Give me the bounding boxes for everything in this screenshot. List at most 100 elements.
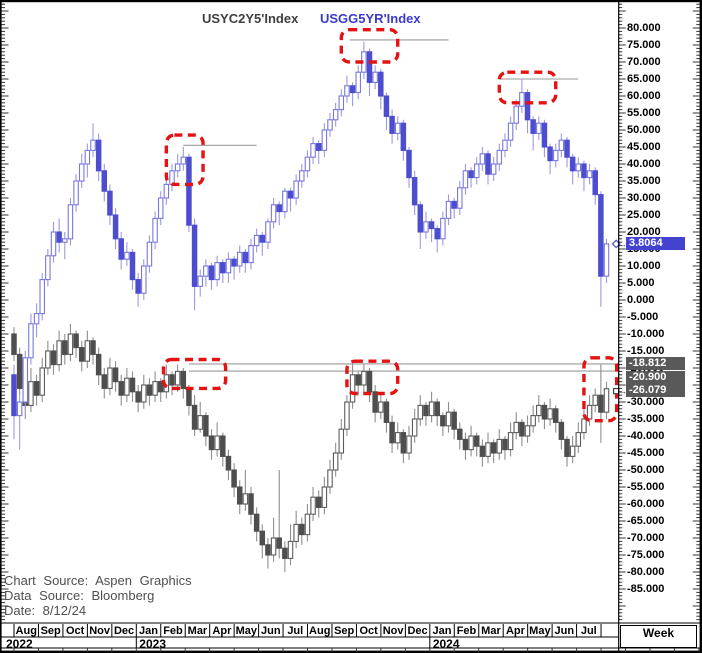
candle-up: [67, 333, 74, 355]
x-axis-month-label[interactable]: Mar: [187, 625, 208, 637]
candle-up: [496, 438, 503, 454]
candle-up: [62, 238, 68, 243]
y-axis-tick-label: -50.000: [627, 463, 665, 476]
periodicity-week-box[interactable]: Week: [620, 625, 697, 648]
candle-up: [174, 163, 181, 172]
candle-up: [468, 435, 474, 451]
candle-up: [152, 381, 158, 396]
candle-up: [242, 493, 249, 505]
annotation-highlight-box: [345, 359, 400, 396]
x-axis-month-label[interactable]: Jan: [139, 625, 158, 637]
candlestick-series-usyc2y5: [11, 323, 610, 572]
x-axis-month-label[interactable]: Sep: [334, 625, 355, 637]
x-axis-month-label[interactable]: Jun: [554, 625, 575, 637]
candle-down: [208, 435, 215, 451]
candle-down: [473, 435, 480, 447]
x-axis-month-label[interactable]: Aug: [309, 625, 331, 637]
x-axis-year-label: 2024: [432, 637, 460, 651]
y-axis-tick-label: -60.000: [627, 497, 665, 510]
candle-up: [293, 180, 299, 199]
candle-down: [524, 92, 531, 121]
candle-down: [220, 435, 226, 457]
candle-up: [536, 122, 542, 134]
y-axis-tick-label: -40.000: [627, 429, 665, 442]
candle-down: [457, 428, 463, 440]
candle-down: [101, 374, 108, 389]
candle-down: [129, 251, 136, 281]
candle-up: [39, 367, 45, 396]
x-axis-month-label[interactable]: Dec: [407, 625, 428, 637]
candle-up: [575, 432, 582, 447]
x-axis-month-label[interactable]: Oct: [359, 625, 378, 637]
candle-down: [434, 228, 440, 240]
candle-down: [253, 513, 260, 532]
x-axis-month-label[interactable]: Nov: [89, 625, 110, 637]
candle-up: [214, 435, 220, 451]
x-axis-month-label[interactable]: Aug: [15, 625, 37, 637]
candle-down: [598, 394, 604, 413]
candle-up: [519, 92, 525, 107]
x-axis-month-label[interactable]: Oct: [65, 625, 85, 637]
candle-down: [282, 547, 288, 559]
candle-down: [349, 85, 356, 94]
candle-down: [400, 432, 407, 454]
candle-down: [231, 258, 237, 267]
candle-up: [90, 139, 96, 151]
candle-down: [33, 381, 40, 396]
candle-up: [73, 180, 79, 206]
x-axis-month-label[interactable]: May: [529, 625, 551, 637]
candle-up: [45, 255, 51, 281]
candle-up: [321, 129, 328, 151]
candle-down: [451, 411, 457, 430]
candle-down: [581, 163, 587, 179]
x-axis-month-label[interactable]: May: [235, 625, 258, 637]
candle-up: [180, 156, 187, 165]
x-axis-month-label[interactable]: Jan: [432, 625, 452, 637]
x-axis-month-label[interactable]: Apr: [212, 625, 232, 637]
candle-down: [231, 469, 237, 488]
series2-title-label: USGG5YR'Index: [320, 11, 421, 26]
candle-up: [552, 149, 559, 162]
x-axis-month-label[interactable]: Sep: [40, 625, 61, 637]
candle-down: [62, 340, 68, 355]
x-axis-month-label[interactable]: Jul: [580, 625, 597, 637]
y-axis-tick-label: 75.000: [627, 38, 661, 51]
candle-up: [327, 119, 333, 131]
candle-up: [417, 404, 424, 420]
candle-down: [186, 156, 192, 226]
candle-up: [174, 370, 181, 386]
candle-up: [33, 313, 40, 325]
candle-up: [372, 71, 378, 83]
x-axis-month-label[interactable]: Jul: [287, 625, 304, 637]
candle-up: [22, 357, 29, 403]
candle-down: [564, 139, 570, 158]
candle-up: [56, 340, 62, 366]
candle-up: [304, 513, 311, 536]
x-axis-month-label[interactable]: Feb: [163, 625, 183, 637]
x-axis-month-label[interactable]: Feb: [456, 625, 477, 637]
y-axis-tick-label: -70.000: [627, 531, 665, 544]
x-axis-month-label[interactable]: Jun: [261, 625, 281, 637]
right-border: [699, 0, 702, 653]
x-axis-month-label[interactable]: Nov: [382, 625, 404, 637]
y-axis-tick-label: 5.000: [627, 276, 655, 289]
candle-up: [344, 401, 350, 430]
y-axis-tick-label: 50.000: [627, 123, 661, 136]
bottom-border: [0, 650, 702, 653]
x-axis-month-label[interactable]: Mar: [481, 625, 501, 637]
price-marker-arrow: →: [618, 386, 627, 397]
candle-up: [445, 200, 452, 219]
candle-up: [146, 241, 153, 267]
y-axis-tick-label: -10.000: [627, 327, 665, 340]
candle-up: [141, 265, 147, 294]
y-axis-tick-label: 0.000: [627, 293, 655, 306]
x-axis-month-label[interactable]: Apr: [505, 625, 525, 637]
candle-up: [107, 367, 113, 389]
candle-down: [451, 200, 457, 209]
candle-down: [287, 190, 294, 199]
candle-up: [282, 190, 288, 213]
candle-down: [11, 333, 17, 355]
x-axis-month-label[interactable]: Dec: [113, 625, 135, 637]
candle-down: [406, 149, 412, 179]
